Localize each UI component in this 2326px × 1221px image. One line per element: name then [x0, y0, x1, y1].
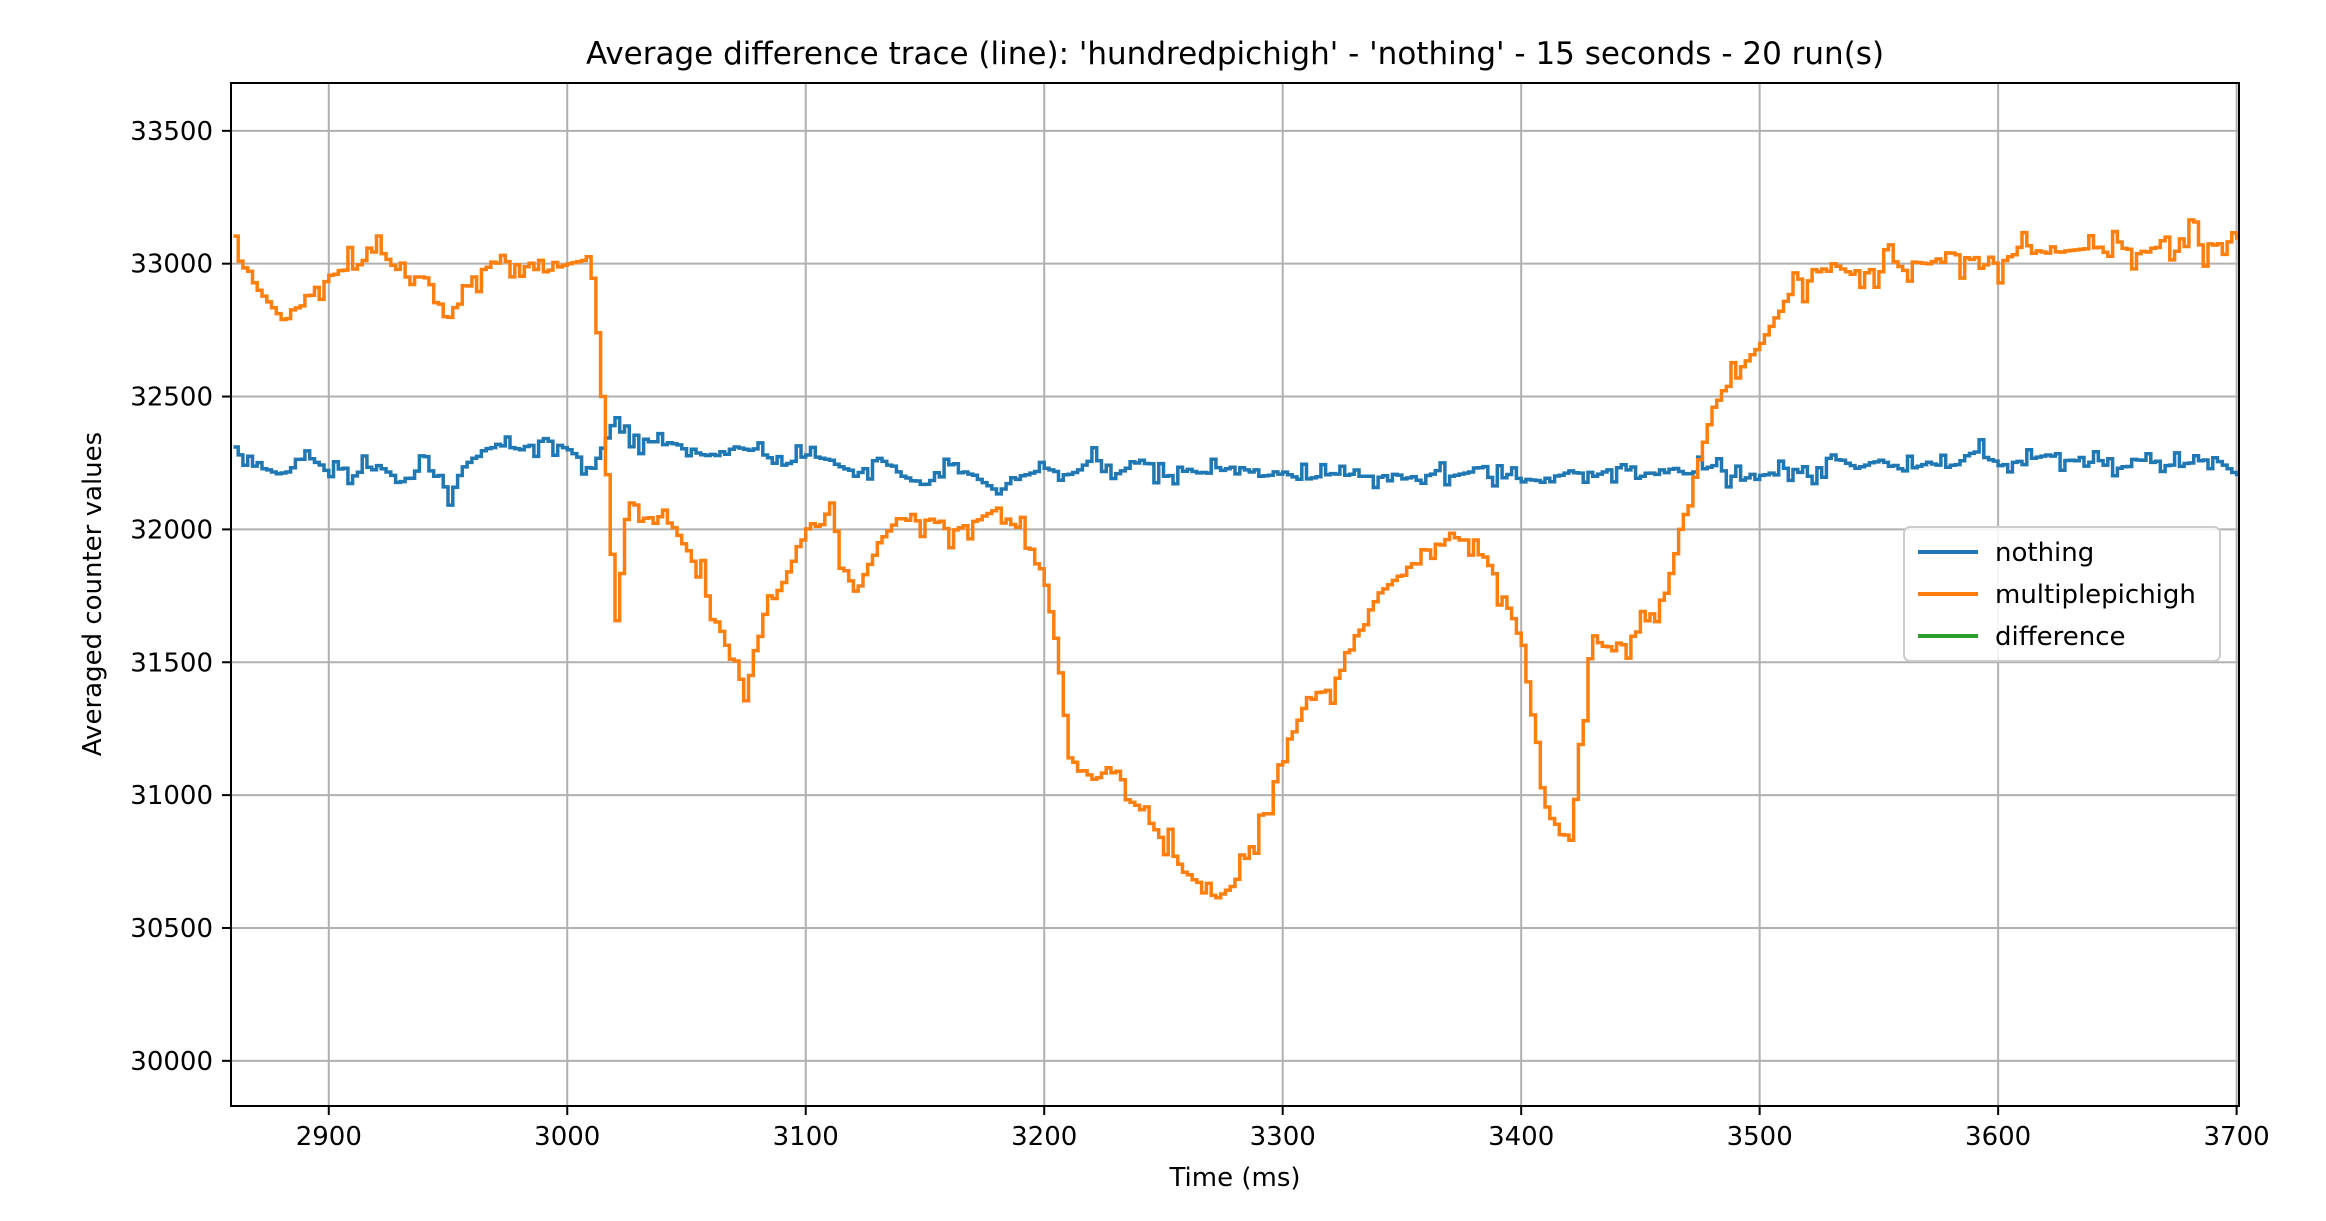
- chart-title: Average difference trace (line): 'hundre…: [586, 36, 1884, 72]
- x-tick-label: 2900: [296, 1122, 362, 1152]
- x-tick-label: 3000: [534, 1122, 600, 1152]
- y-axis-ticks: 30000 30500 31000 31500 32000 32500 33000 33500: [130, 117, 231, 1077]
- y-tick-label: 30500: [130, 914, 213, 944]
- legend: nothing multiplepichigh difference: [1903, 526, 2221, 662]
- x-tick-label: 3400: [1488, 1122, 1554, 1152]
- grid-lines: [231, 83, 2239, 1106]
- legend-entries: nothing multiplepichigh difference: [1918, 538, 2196, 652]
- legend-label: nothing: [1995, 538, 2094, 568]
- x-tick-label: 3300: [1250, 1122, 1316, 1152]
- x-tick-label: 3200: [1011, 1122, 1077, 1152]
- x-tick-label: 3100: [773, 1122, 839, 1152]
- y-tick-label: 31000: [130, 781, 213, 811]
- series-line-multiplepichigh: [233, 218, 2239, 900]
- series-line-nothing: [233, 416, 2239, 507]
- y-tick-label: 32000: [130, 515, 213, 545]
- y-axis-label: Averaged counter values: [78, 432, 108, 756]
- y-tick-label: 31500: [130, 648, 213, 678]
- legend-label: multiplepichigh: [1995, 580, 2196, 610]
- legend-box: [1903, 526, 2221, 662]
- x-axis-ticks: 2900 3000 3100 3200 3300 3400 3500 3600 3700: [296, 1106, 2270, 1152]
- legend-label: difference: [1995, 622, 2126, 652]
- y-tick-label: 30000: [130, 1047, 213, 1077]
- y-tick-label: 33500: [130, 117, 213, 147]
- plot-frame: [230, 82, 2240, 1107]
- x-tick-label: 3700: [2204, 1122, 2270, 1152]
- x-tick-label: 3500: [1727, 1122, 1793, 1152]
- y-tick-label: 33000: [130, 250, 213, 280]
- series-lines: [233, 218, 2239, 900]
- x-tick-label: 3600: [1965, 1122, 2031, 1152]
- x-axis-label: Time (ms): [1168, 1163, 1300, 1193]
- y-tick-label: 32500: [130, 383, 213, 413]
